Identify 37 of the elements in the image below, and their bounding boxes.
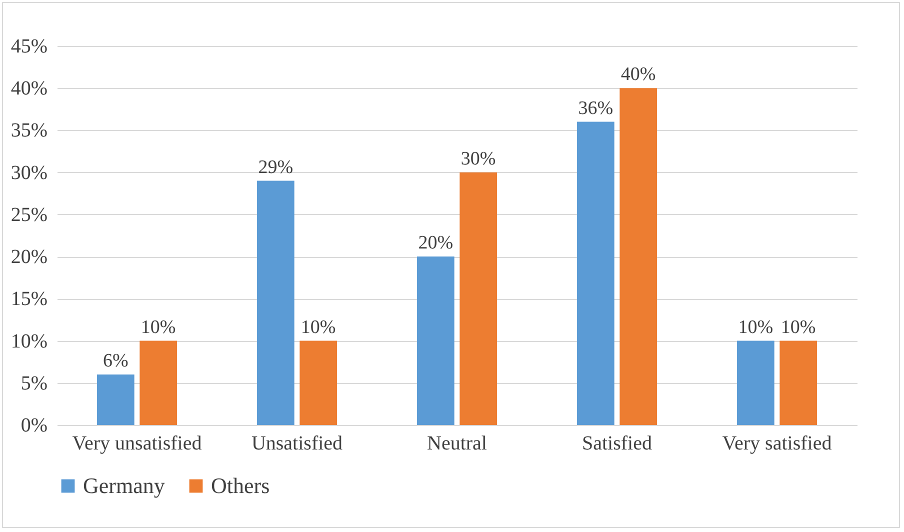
data-label: 10% xyxy=(140,316,176,338)
data-label: 36% xyxy=(578,98,614,119)
legend-label: Others xyxy=(211,473,270,498)
bar xyxy=(737,340,774,425)
x-tick-label: Unsatisfied xyxy=(251,432,343,454)
y-tick-label: 15% xyxy=(10,288,48,310)
data-label: 40% xyxy=(620,64,656,86)
y-tick-label: 10% xyxy=(10,330,48,352)
bar xyxy=(97,374,134,425)
data-label: 10% xyxy=(738,316,774,338)
bar xyxy=(460,172,497,425)
x-tick-label: Satisfied xyxy=(582,432,652,454)
x-tick-label: Very unsatisfied xyxy=(72,432,202,454)
data-label: 29% xyxy=(258,156,294,178)
bar xyxy=(577,122,614,425)
y-tick-label: 30% xyxy=(10,162,48,184)
bar xyxy=(417,256,454,425)
data-label: 6% xyxy=(103,350,129,372)
bar xyxy=(300,340,337,425)
data-label: 10% xyxy=(300,316,336,338)
x-tick-label: Very satisfied xyxy=(722,432,832,454)
y-tick-label: 35% xyxy=(10,120,48,142)
bar xyxy=(780,340,817,425)
bar xyxy=(620,88,657,425)
data-label: 20% xyxy=(418,232,454,254)
bar xyxy=(140,340,177,425)
y-tick-label: 5% xyxy=(20,372,48,394)
bar xyxy=(257,180,294,425)
data-label: 30% xyxy=(460,148,496,170)
y-tick-label: 40% xyxy=(10,78,48,100)
y-tick-label: 20% xyxy=(10,246,48,268)
data-label: 10% xyxy=(780,316,816,338)
y-tick-label: 0% xyxy=(20,414,48,436)
y-tick-label: 45% xyxy=(10,36,48,58)
x-tick-label: Neutral xyxy=(427,432,488,454)
y-tick-label: 25% xyxy=(10,204,48,226)
legend-label: Germany xyxy=(83,473,165,498)
